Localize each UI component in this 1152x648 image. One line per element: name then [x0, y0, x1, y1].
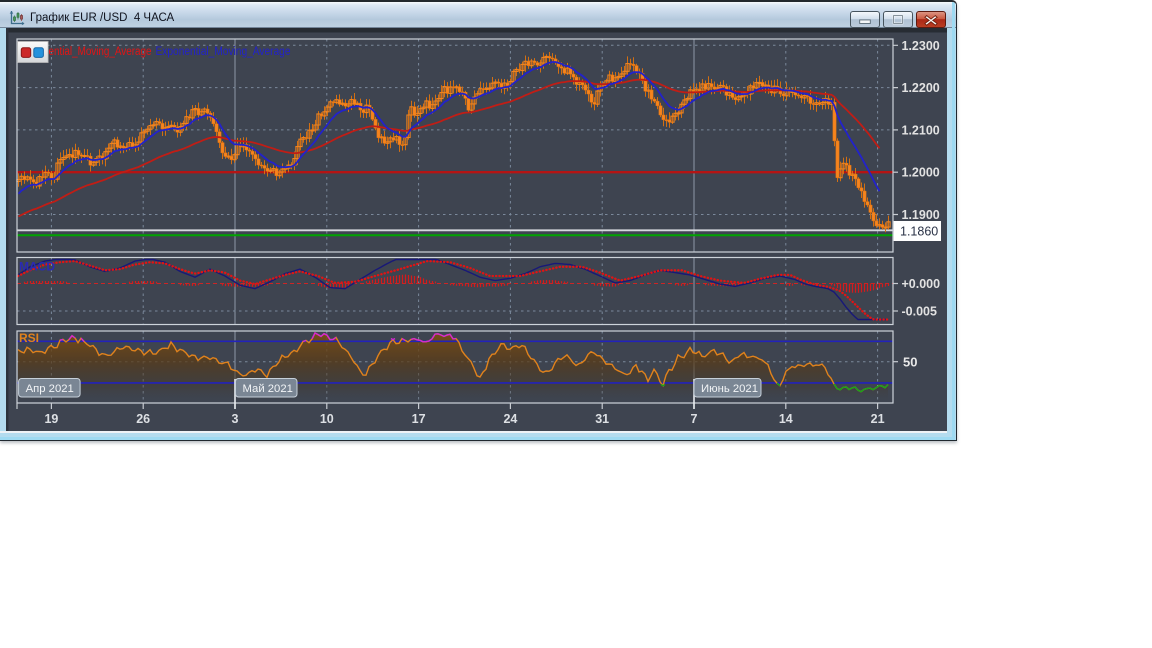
svg-text:RSI: RSI: [19, 331, 39, 345]
svg-text:19: 19: [44, 412, 58, 426]
svg-text:1.2300: 1.2300: [902, 39, 940, 53]
svg-text:-0.005: -0.005: [902, 305, 937, 319]
svg-text:26: 26: [136, 412, 150, 426]
svg-text:1.1900: 1.1900: [902, 208, 940, 222]
svg-text:MACD: MACD: [19, 260, 55, 274]
svg-text:10: 10: [320, 412, 334, 426]
svg-text:ential_Moving_Average: ential_Moving_Average: [49, 46, 152, 58]
svg-text:3: 3: [232, 412, 239, 426]
svg-text:17: 17: [412, 412, 426, 426]
svg-text:7: 7: [691, 412, 698, 426]
svg-text:Май 2021: Май 2021: [243, 383, 293, 395]
svg-text:1.2100: 1.2100: [902, 123, 940, 137]
svg-text:Апр 2021: Апр 2021: [26, 383, 74, 395]
svg-text:Июнь 2021: Июнь 2021: [701, 383, 758, 395]
svg-text:Exponential_Moving_Average: Exponential_Moving_Average: [156, 46, 291, 58]
svg-text:24: 24: [503, 412, 517, 426]
svg-text:50: 50: [903, 355, 917, 370]
svg-text:1.1860: 1.1860: [900, 225, 938, 239]
svg-text:21: 21: [871, 412, 885, 426]
svg-text:1.2000: 1.2000: [902, 166, 940, 180]
svg-text:1.2200: 1.2200: [902, 81, 940, 95]
svg-text:+0.000: +0.000: [902, 277, 941, 291]
svg-text:14: 14: [779, 412, 793, 426]
svg-text:31: 31: [595, 412, 609, 426]
